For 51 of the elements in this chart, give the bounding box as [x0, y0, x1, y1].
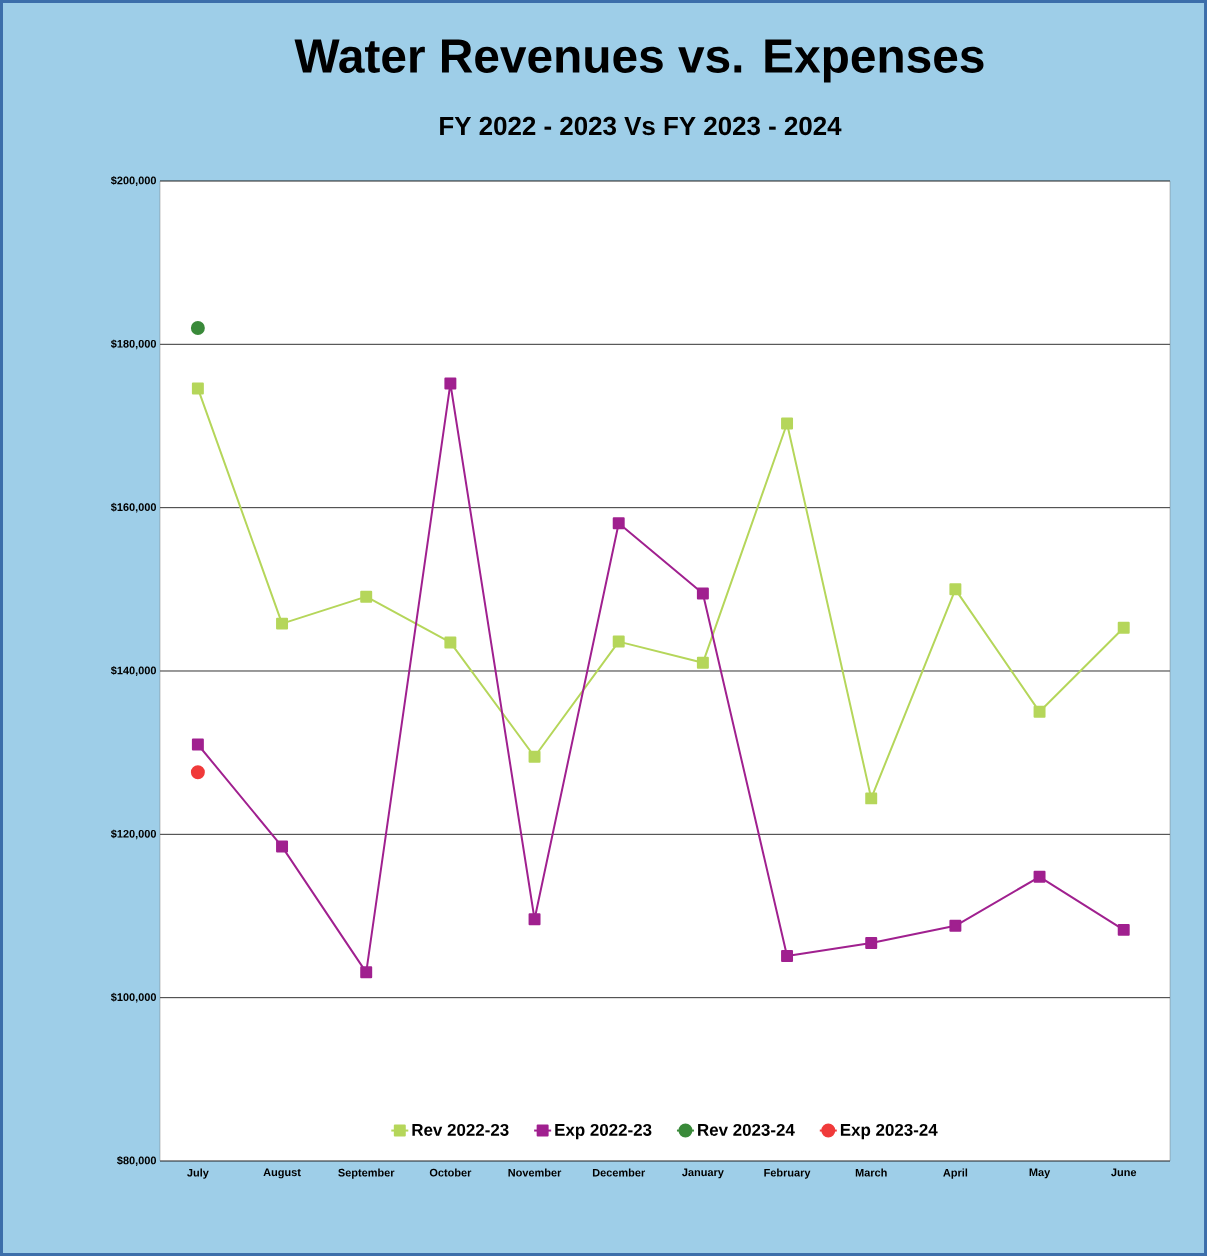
point [1117, 923, 1130, 936]
x-tick-label: April [943, 1168, 968, 1179]
chart-subtitle: FY 2022 - 2023 Vs FY 2023 - 2024 [440, 116, 842, 136]
point [190, 321, 205, 335]
point [191, 382, 204, 395]
x-tick-label: September [338, 1168, 395, 1179]
point [360, 966, 373, 979]
point [1033, 870, 1046, 883]
point [781, 417, 794, 430]
point [528, 913, 541, 926]
point [444, 377, 457, 390]
x-tick-label: July [187, 1168, 209, 1179]
point [696, 656, 709, 669]
point [781, 950, 794, 962]
point [1117, 621, 1130, 634]
point [696, 587, 709, 600]
point [276, 840, 289, 853]
point [612, 635, 625, 648]
point [191, 738, 204, 751]
y-tick-label: $180,000 [110, 339, 157, 350]
x-tick-label: March [855, 1168, 887, 1177]
x-tick-label: December [592, 1168, 646, 1177]
legend-label: Exp 2022-23 [555, 1123, 652, 1140]
point [949, 583, 962, 596]
y-tick-label: $200,000 [110, 176, 157, 186]
point [444, 636, 457, 649]
point [865, 792, 878, 805]
x-tick-label: January [682, 1168, 724, 1179]
y-tick-label: $160,000 [110, 502, 157, 513]
y-tick-label: $140,000 [110, 666, 157, 676]
point [865, 936, 878, 949]
point [528, 750, 541, 763]
x-tick-label: May [1029, 1168, 1051, 1179]
y-tick-label: $80,000 [117, 1156, 157, 1166]
point [1033, 705, 1046, 718]
legend-label: Rev 2022-23 [412, 1123, 509, 1136]
point [360, 590, 373, 603]
chart-title: Water Revenues vs. Expenses [294, 39, 984, 83]
point [276, 617, 289, 630]
y-tick-label: $120,000 [110, 829, 157, 840]
point [612, 517, 625, 530]
x-tick-label: February [764, 1168, 811, 1179]
point [190, 765, 205, 780]
x-tick-label: June [1111, 1168, 1137, 1177]
legend-label: Exp 2023-24 [840, 1123, 938, 1140]
point [949, 919, 962, 932]
x-tick-label: October [429, 1168, 472, 1177]
y-tick-label: $100,000 [110, 992, 157, 1003]
x-tick-label: November [508, 1168, 562, 1177]
x-tick-label: August [263, 1168, 301, 1179]
legend-label: Rev 2023-24 [698, 1123, 795, 1136]
